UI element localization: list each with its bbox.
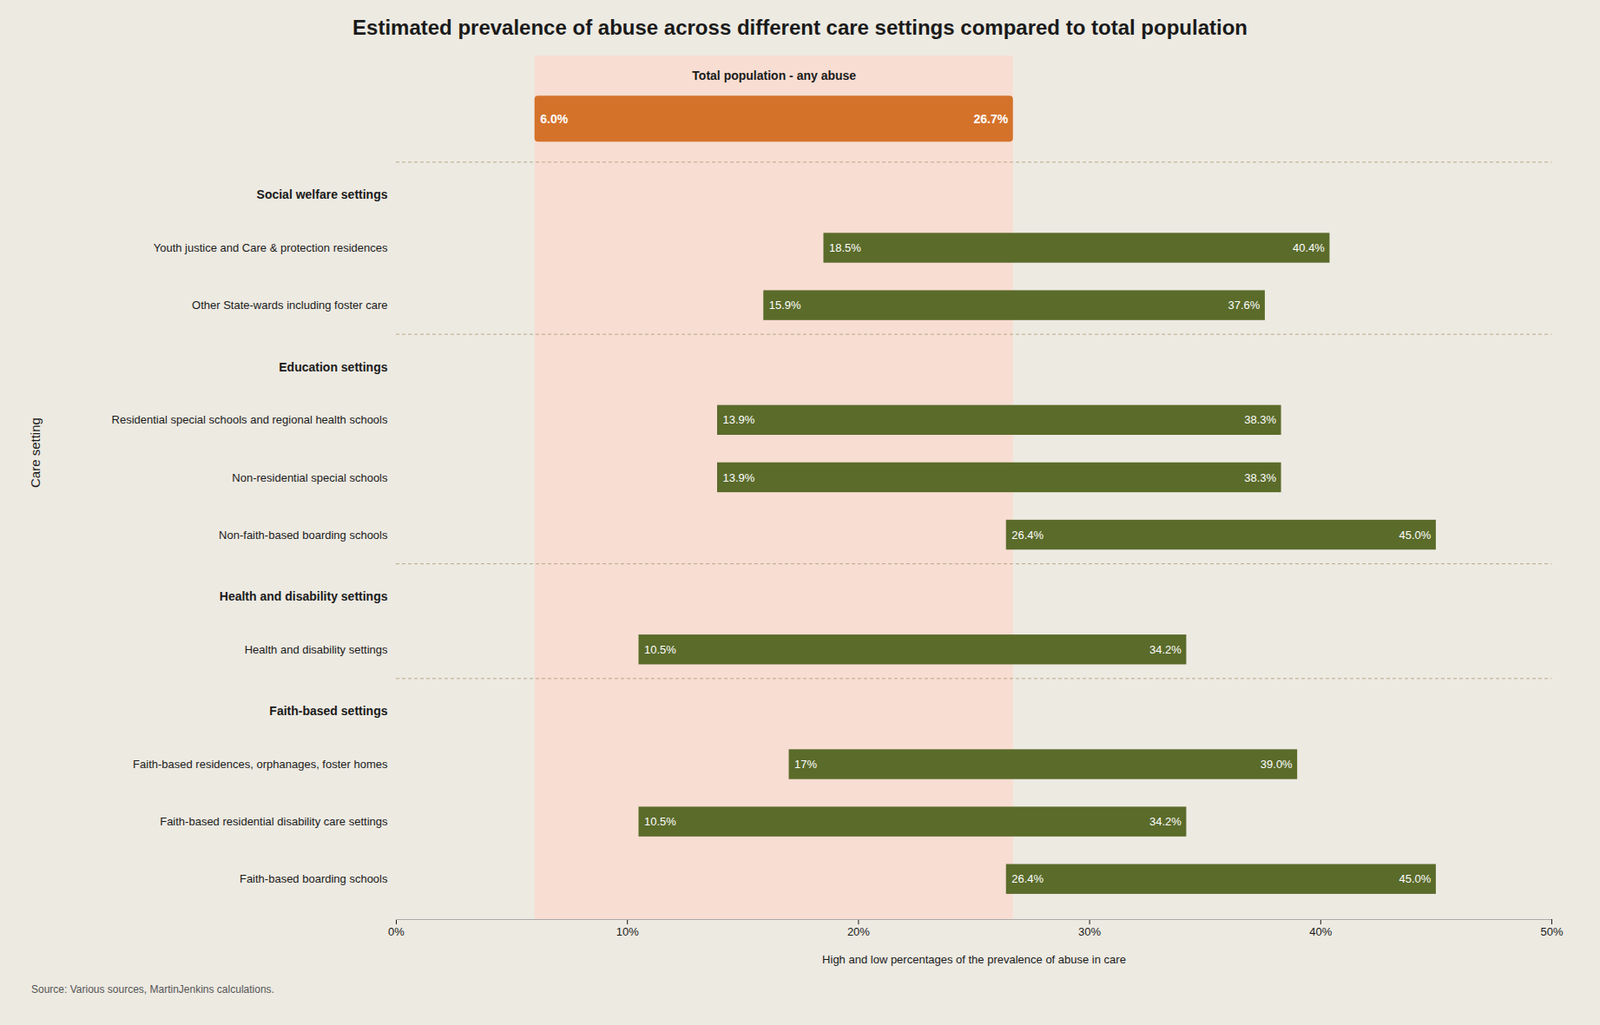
svg-text:Other State-wards including fo: Other State-wards including foster care bbox=[191, 298, 388, 312]
svg-text:Education settings: Education settings bbox=[278, 360, 388, 375]
svg-text:Care setting: Care setting bbox=[27, 417, 43, 488]
svg-text:Non-residential special school: Non-residential special schools bbox=[231, 471, 389, 485]
svg-text:37.6%: 37.6% bbox=[1228, 298, 1261, 312]
svg-text:Faith-based boarding schools: Faith-based boarding schools bbox=[239, 872, 389, 886]
svg-text:Faith-based residential disabi: Faith-based residential disability care … bbox=[159, 815, 389, 829]
svg-text:0%: 0% bbox=[388, 925, 405, 939]
svg-text:18.5%: 18.5% bbox=[829, 241, 862, 255]
svg-text:26.4%: 26.4% bbox=[1011, 872, 1044, 886]
svg-text:40%: 40% bbox=[1309, 925, 1332, 939]
svg-text:Youth justice and Care & prote: Youth justice and Care & protection resi… bbox=[153, 241, 389, 255]
svg-text:13.9%: 13.9% bbox=[723, 471, 756, 485]
svg-text:10%: 10% bbox=[616, 925, 639, 939]
svg-text:30%: 30% bbox=[1078, 925, 1101, 939]
svg-text:39.0%: 39.0% bbox=[1260, 757, 1293, 771]
svg-text:20%: 20% bbox=[847, 925, 870, 939]
svg-text:6.0%: 6.0% bbox=[539, 111, 568, 126]
html-text:Estimated prevalence of abuse: Estimated prevalence of abuse across dif… bbox=[352, 15, 1248, 40]
svg-text:High and low percentages of th: High and low percentages of the prevalen… bbox=[822, 953, 1126, 967]
svg-text:45.0%: 45.0% bbox=[1399, 872, 1432, 886]
svg-text:Faith-based settings: Faith-based settings bbox=[269, 704, 388, 718]
svg-text:15.9%: 15.9% bbox=[769, 298, 802, 312]
svg-text:10.5%: 10.5% bbox=[644, 815, 677, 829]
svg-text:13.9%: 13.9% bbox=[723, 413, 756, 427]
svg-text:Health and disability settings: Health and disability settings bbox=[219, 589, 389, 604]
svg-text:Health and disability settings: Health and disability settings bbox=[244, 643, 389, 657]
html-text:Source: Various sources, Marti: Source: Various sources, MartinJenkins c… bbox=[31, 983, 275, 996]
svg-text:50%: 50% bbox=[1540, 925, 1563, 939]
svg-text:26.7%: 26.7% bbox=[974, 111, 1009, 126]
svg-text:45.0%: 45.0% bbox=[1399, 528, 1432, 542]
svg-text:40.4%: 40.4% bbox=[1292, 241, 1325, 255]
svg-text:Social welfare settings: Social welfare settings bbox=[256, 187, 389, 202]
svg-text:34.2%: 34.2% bbox=[1149, 643, 1182, 657]
svg-text:10.5%: 10.5% bbox=[644, 643, 677, 657]
svg-text:Total population - any abuse: Total population - any abuse bbox=[691, 68, 856, 83]
svg-text:38.3%: 38.3% bbox=[1244, 471, 1277, 485]
svg-text:Non-faith-based boarding schoo: Non-faith-based boarding schools bbox=[218, 528, 389, 542]
svg-text:38.3%: 38.3% bbox=[1244, 413, 1277, 427]
svg-text:Faith-based residences, orphan: Faith-based residences, orphanages, fost… bbox=[132, 757, 389, 771]
svg-text:34.2%: 34.2% bbox=[1149, 815, 1182, 829]
svg-text:Residential special schools an: Residential special schools and regional… bbox=[111, 413, 389, 427]
svg-text:26.4%: 26.4% bbox=[1011, 528, 1044, 542]
svg-text:17%: 17% bbox=[794, 757, 817, 771]
